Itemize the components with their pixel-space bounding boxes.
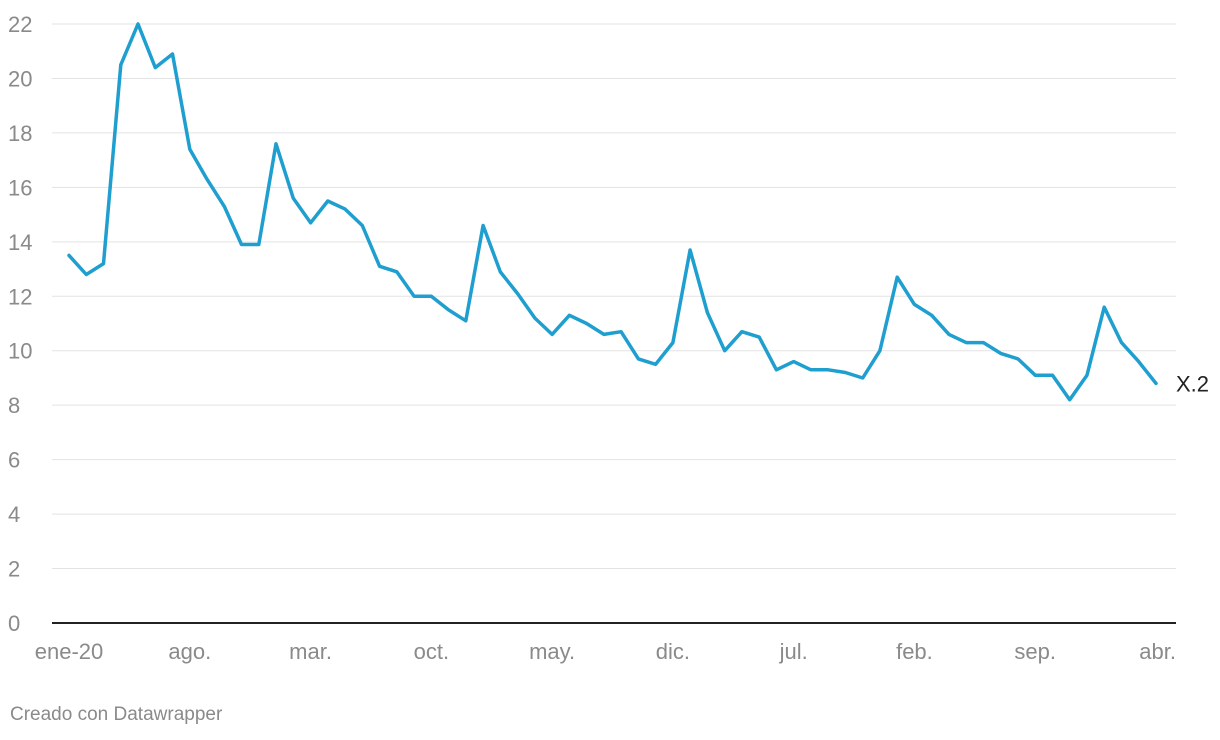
x-tick-label: oct. bbox=[414, 639, 449, 664]
credit-text: Creado con Datawrapper bbox=[10, 704, 223, 725]
y-tick-label: 22 bbox=[8, 12, 32, 37]
y-tick-label: 6 bbox=[8, 448, 20, 473]
x-tick-label: jul. bbox=[779, 639, 808, 664]
x-tick-label: may. bbox=[529, 639, 575, 664]
y-tick-label: 0 bbox=[8, 611, 20, 636]
y-tick-label: 18 bbox=[8, 121, 32, 146]
x-tick-label: mar. bbox=[289, 639, 332, 664]
y-tick-label: 10 bbox=[8, 339, 32, 364]
x-tick-label: ene-20 bbox=[35, 639, 104, 664]
y-tick-label: 12 bbox=[8, 284, 32, 309]
y-tick-label: 20 bbox=[8, 66, 32, 91]
line-chart: 0 2 4 6 8 10 12 14 16 18 20 22 ene-20 ago. mar. oct. may… bbox=[8, 12, 1209, 664]
x-tick-label: feb. bbox=[896, 639, 933, 664]
y-tick-label: 14 bbox=[8, 230, 32, 255]
x-tick-label: sep. bbox=[1014, 639, 1056, 664]
y-tick-label: 2 bbox=[8, 557, 20, 582]
y-tick-label: 16 bbox=[8, 175, 32, 200]
x-tick-label: abr. bbox=[1139, 639, 1176, 664]
y-tick-label: 4 bbox=[8, 502, 20, 527]
y-tick-label: 8 bbox=[8, 393, 20, 418]
x-tick-label: dic. bbox=[656, 639, 690, 664]
series-label: X.2 bbox=[1176, 371, 1209, 396]
series-line bbox=[67, 22, 1158, 402]
x-tick-label: ago. bbox=[168, 639, 211, 664]
